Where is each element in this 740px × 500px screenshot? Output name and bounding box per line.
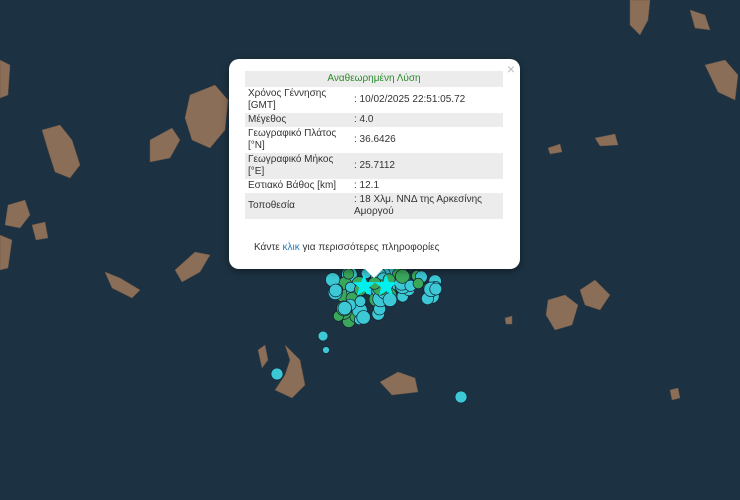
table-row: Εστιακό Βάθος [km]: 12.1 [248, 180, 380, 191]
table-row: Γεωγραφικό Μήκος [°E]: 25.7112 [245, 153, 503, 179]
island [104, 271, 141, 299]
island [184, 84, 229, 149]
island [0, 59, 11, 99]
more-info-link[interactable]: κλικ [282, 242, 300, 253]
more-info-text: Κάντε κλικ για περισσότερες πληροφορίες [254, 242, 440, 253]
table-row: Γεωγραφικό Πλάτος [°N]: 36.6426 [248, 128, 396, 151]
earthquake-marker[interactable] [454, 390, 468, 404]
earthquake-popup: × Αναθεωρημένη Λύση Χρόνος Γέννησης [GMT… [229, 59, 520, 278]
table-row: Μέγεθος: 4.0 [245, 113, 503, 127]
island [579, 279, 611, 311]
earthquake-marker[interactable] [395, 268, 410, 284]
earthquake-marker[interactable] [322, 346, 330, 354]
island [257, 344, 269, 369]
island [594, 133, 619, 147]
island [0, 234, 13, 271]
star-icon[interactable] [374, 274, 398, 296]
island [545, 294, 579, 331]
popup-title: Αναθεωρημένη Λύση [245, 71, 503, 87]
table-row: Χρόνος Γέννησης [GMT]: 10/02/2025 22:51:… [248, 88, 466, 111]
island [689, 9, 711, 31]
island [41, 124, 81, 179]
island [4, 199, 31, 229]
table-row: Τοποθεσία: 18 Χλμ. ΝΝΔ της Αρκεσίνης Αμο… [245, 193, 503, 219]
earthquake-marker[interactable] [356, 310, 371, 325]
island [629, 0, 651, 36]
earthquake-marker[interactable] [328, 283, 343, 298]
close-icon[interactable]: × [506, 61, 515, 77]
islands [0, 0, 739, 401]
earthquake-details-table: Αναθεωρημένη Λύση Χρόνος Γέννησης [GMT]:… [245, 71, 503, 219]
earthquake-marker[interactable] [412, 277, 424, 290]
island [31, 221, 49, 241]
island [379, 371, 419, 396]
earthquake-marker[interactable] [429, 282, 443, 296]
island [274, 344, 306, 399]
earthquake-marker[interactable] [345, 281, 356, 293]
star-icon[interactable] [352, 274, 376, 296]
island [149, 127, 181, 163]
earthquake-marker[interactable] [270, 367, 284, 381]
island [174, 251, 211, 283]
island [504, 315, 513, 325]
island [704, 59, 739, 101]
earthquake-marker[interactable] [382, 292, 398, 307]
earthquake-marker[interactable] [317, 330, 329, 342]
earthquake-marker[interactable] [337, 301, 352, 316]
earthquake-marker[interactable] [354, 295, 367, 308]
island [547, 143, 563, 155]
earthquake-marker[interactable] [342, 268, 355, 280]
island [669, 387, 681, 401]
